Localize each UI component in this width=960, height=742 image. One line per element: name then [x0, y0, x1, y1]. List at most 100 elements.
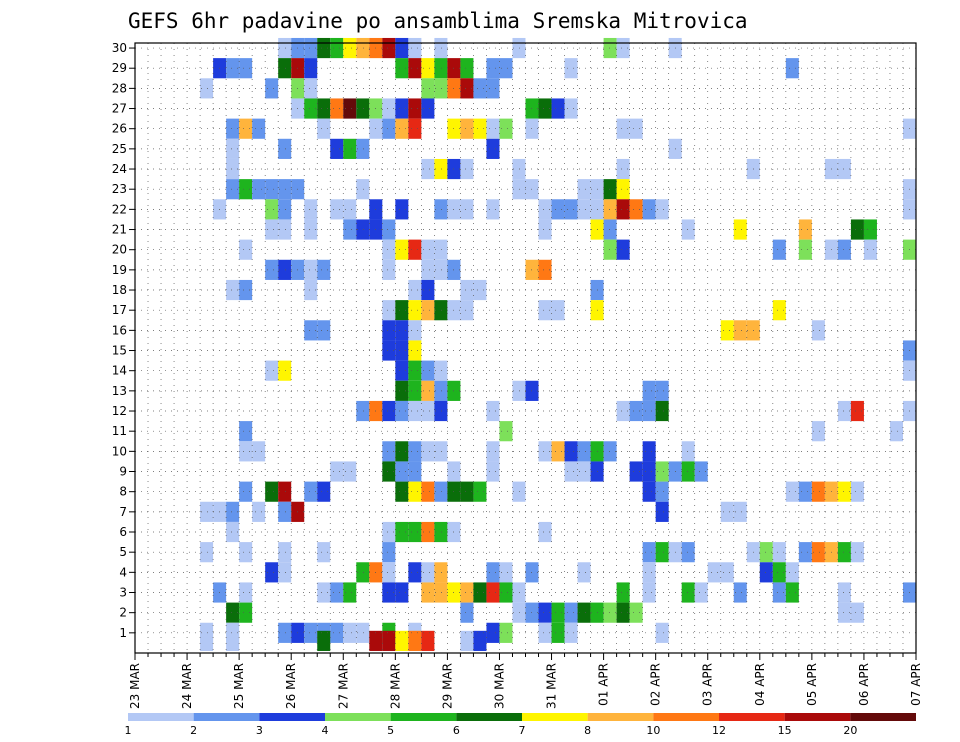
heatmap-cell: [616, 118, 630, 139]
heatmap-cell: [421, 630, 435, 651]
heatmap-cell: [733, 219, 747, 240]
heatmap-cell: [486, 78, 500, 99]
heatmap-cell: [577, 441, 591, 462]
heatmap-cell: [382, 118, 396, 139]
heatmap-cell: [330, 98, 344, 119]
heatmap-cell: [200, 542, 214, 563]
heatmap-cell: [499, 582, 513, 603]
heatmap-cell: [434, 521, 448, 543]
heatmap-cell: [278, 542, 292, 563]
heatmap-cell: [421, 360, 435, 381]
x-tick-label: 29 MAR: [440, 663, 454, 709]
heatmap-cell: [564, 199, 578, 220]
heatmap-cell: [226, 279, 240, 301]
y-tick-label: 13: [112, 384, 127, 398]
heatmap-cell: [408, 360, 422, 381]
heatmap-cell: [564, 98, 578, 119]
heatmap-cell: [252, 501, 266, 522]
heatmap-cell: [655, 461, 669, 482]
heatmap-cell: [239, 421, 253, 442]
colorbar-swatch: [850, 713, 916, 721]
heatmap-cell: [278, 199, 292, 220]
heatmap-cell: [525, 380, 539, 401]
heatmap-cell: [616, 582, 630, 603]
heatmap-cell: [343, 219, 357, 240]
y-tick-label: 14: [112, 364, 127, 378]
heatmap-cell: [200, 501, 214, 522]
heatmap-cell: [460, 582, 474, 603]
y-tick-label: 1: [119, 626, 127, 640]
heatmap-cell: [265, 360, 279, 381]
heatmap-cell: [265, 562, 279, 583]
heatmap-cell: [382, 98, 396, 119]
heatmap-cell: [499, 421, 513, 442]
colorbar-tick-label: 4: [322, 724, 329, 737]
heatmap-cell: [538, 98, 552, 119]
heatmap-cell: [395, 239, 409, 260]
heatmap-cell: [239, 279, 253, 301]
heatmap-cell: [785, 58, 799, 79]
heatmap-cell: [343, 199, 357, 220]
heatmap-cell: [304, 320, 318, 341]
heatmap-cell: [603, 239, 617, 260]
heatmap-cell: [538, 199, 552, 220]
heatmap-cell: [655, 501, 669, 522]
heatmap-cell: [772, 542, 786, 563]
heatmap-cell: [408, 481, 422, 502]
heatmap-cell: [421, 158, 435, 180]
heatmap-cell: [278, 360, 292, 381]
heatmap-cell: [434, 562, 448, 583]
heatmap-cell: [408, 279, 422, 301]
heatmap-cell: [265, 199, 279, 220]
heatmap-cell: [642, 441, 656, 462]
heatmap-cell: [408, 461, 422, 482]
heatmap-cell: [408, 630, 422, 651]
heatmap-cell: [486, 199, 500, 220]
heatmap-cell: [382, 630, 396, 651]
heatmap-cell: [265, 179, 279, 200]
heatmap-cell: [642, 542, 656, 563]
colorbar-tick-label: 7: [519, 724, 526, 737]
heatmap-cell: [395, 320, 409, 341]
heatmap-cell: [421, 562, 435, 583]
y-tick-label: 15: [112, 344, 127, 358]
heatmap-cell: [460, 481, 474, 502]
heatmap-cell: [317, 118, 331, 139]
heatmap-cell: [720, 562, 734, 583]
heatmap-cell: [616, 179, 630, 200]
heatmap-cell: [434, 58, 448, 79]
heatmap-cell: [421, 521, 435, 543]
heatmap-cell: [330, 582, 344, 603]
heatmap-cell: [421, 279, 435, 301]
heatmap-cell: [499, 58, 513, 79]
heatmap-cell: [239, 582, 253, 603]
grid-lines: [135, 43, 916, 653]
heatmap-cell: [395, 461, 409, 482]
y-tick-label: 23: [112, 182, 127, 196]
heatmap-cell: [642, 199, 656, 220]
heatmap-cell: [382, 300, 396, 321]
heatmap-cell: [395, 441, 409, 462]
heatmap-cell: [798, 239, 812, 260]
heatmap-cell: [720, 501, 734, 522]
x-tick-label: 30 MAR: [492, 663, 506, 709]
colorbar-tick-label: 6: [453, 724, 460, 737]
heatmap-cell: [772, 562, 786, 583]
heatmap-cell: [759, 562, 773, 583]
heatmap-cell: [278, 501, 292, 522]
heatmap-cell: [343, 98, 357, 119]
y-tick-label: 30: [112, 41, 127, 55]
heatmap-cell: [408, 58, 422, 79]
heatmap-cell: [395, 118, 409, 139]
heatmap-cell: [382, 461, 396, 482]
heatmap-cell: [707, 562, 721, 583]
heatmap-cell: [811, 542, 825, 563]
heatmap-cell: [512, 380, 526, 401]
heatmap-cell: [577, 562, 591, 583]
colorbar-tick-label: 1: [125, 724, 132, 737]
heatmap-cell: [460, 602, 474, 623]
heatmap-cell: [551, 602, 565, 623]
y-tick-label: 24: [112, 162, 127, 176]
x-tick-label: 06 APR: [857, 663, 871, 706]
x-tick-label: 27 MAR: [336, 663, 350, 709]
